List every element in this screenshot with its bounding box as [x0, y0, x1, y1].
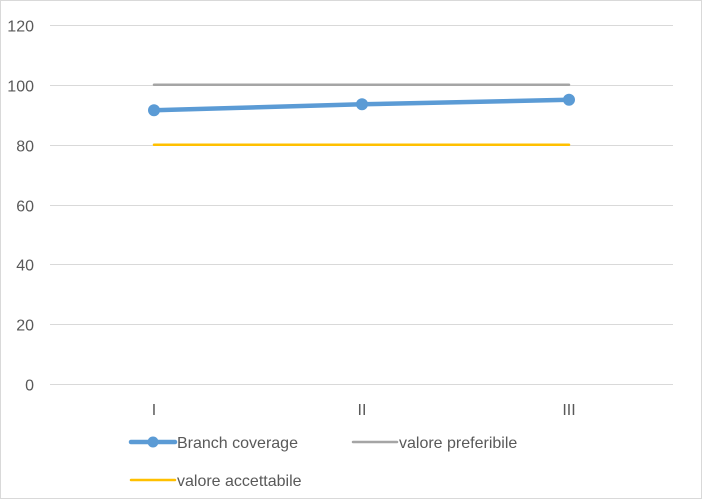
- legend-label: valore accettabile: [177, 473, 302, 490]
- data-point: [356, 98, 368, 111]
- legend-label: valore preferibile: [399, 435, 517, 452]
- legend-entry: Branch coverage: [128, 435, 298, 452]
- y-tick-label: 20: [16, 318, 34, 335]
- y-tick-label: 80: [16, 139, 34, 156]
- gridlines: [50, 25, 673, 385]
- data-point: [563, 93, 575, 106]
- legend-label: Branch coverage: [177, 435, 298, 452]
- legend-entry: valore accettabile: [129, 473, 302, 490]
- x-tick-label: II: [358, 402, 367, 419]
- x-tick-label: I: [152, 402, 156, 419]
- legend-entry: valore preferibile: [351, 435, 517, 452]
- y-tick-label: 100: [7, 79, 34, 96]
- x-axis-tick-labels: I II III: [152, 402, 576, 419]
- legend: Branch coverage valore preferibile valore …: [128, 435, 517, 490]
- data-point: [148, 104, 160, 117]
- y-axis-tick-labels: 0 20 40 60 80 100 120: [7, 19, 34, 395]
- x-tick-label: III: [562, 402, 575, 419]
- y-tick-label: 0: [25, 378, 34, 395]
- y-tick-label: 60: [16, 199, 34, 216]
- y-tick-label: 120: [7, 19, 34, 36]
- series-lines: [148, 83, 575, 146]
- y-tick-label: 40: [16, 258, 34, 275]
- legend-marker: [147, 436, 159, 448]
